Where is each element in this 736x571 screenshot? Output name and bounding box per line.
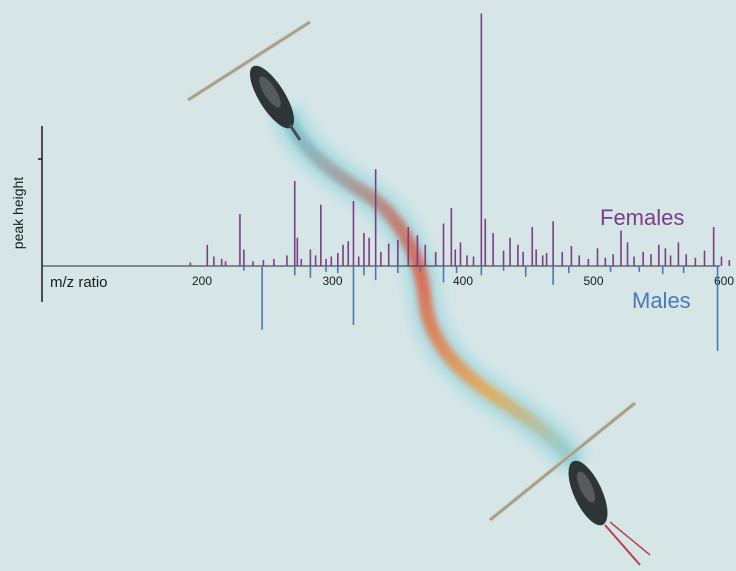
x-tick-label: 200	[192, 274, 212, 288]
x-axis-label: m/z ratio	[50, 274, 108, 291]
x-tick-labels: 200 300 400 500 600	[192, 274, 734, 288]
y-axis-label: peak height	[10, 177, 26, 250]
legend-males: Males	[632, 288, 691, 313]
x-tick-label: 600	[714, 274, 734, 288]
x-tick-label: 300	[322, 274, 342, 288]
x-tick-label: 500	[583, 274, 603, 288]
male-copepod-image	[488, 401, 651, 566]
x-tick-label: 400	[453, 274, 473, 288]
female-copepod-image	[186, 20, 312, 141]
legend-females: Females	[600, 205, 684, 230]
female-peaks	[189, 13, 731, 266]
male-peaks	[243, 266, 719, 351]
scent-trail	[269, 103, 590, 475]
